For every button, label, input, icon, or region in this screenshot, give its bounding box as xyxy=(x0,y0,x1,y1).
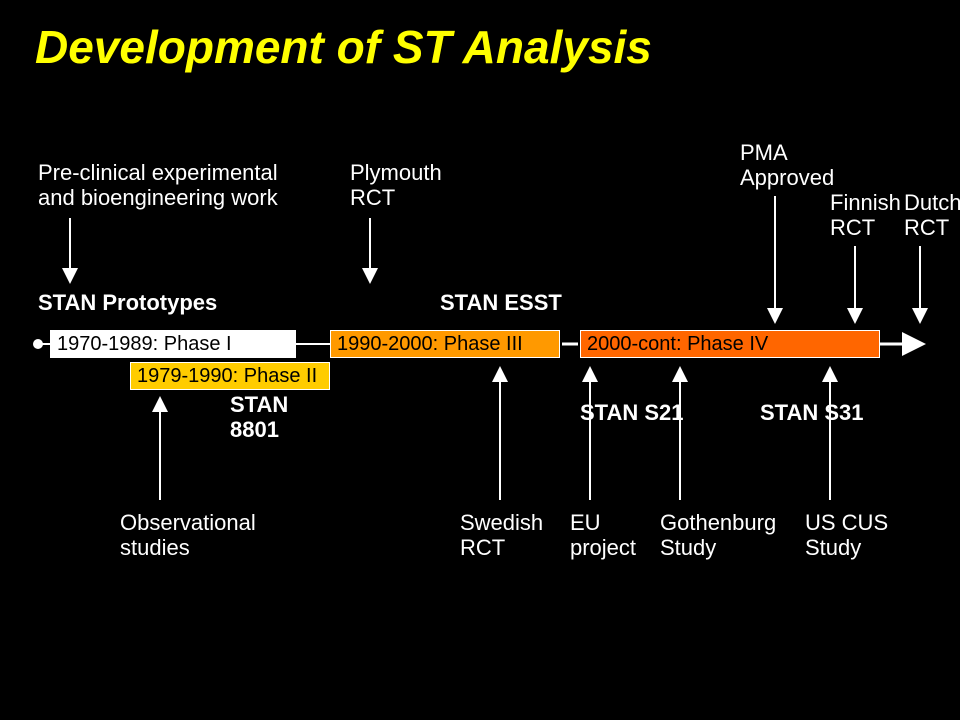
label-observational: Observational studies xyxy=(120,510,256,561)
label-uscus: US CUS Study xyxy=(805,510,888,561)
label-dutch: Dutch RCT xyxy=(904,190,960,241)
phase-3-box: 1990-2000: Phase III xyxy=(330,330,560,358)
label-stan8801: STAN 8801 xyxy=(230,392,288,443)
label-stans21: STAN S21 xyxy=(580,400,684,425)
slide-title: Development of ST Analysis xyxy=(35,20,652,74)
phase-2-box: 1979-1990: Phase II xyxy=(130,362,330,390)
label-eu: EU project xyxy=(570,510,636,561)
slide: Development of ST Analysis Pre-clinical … xyxy=(0,0,960,720)
label-stans31: STAN S31 xyxy=(760,400,864,425)
phase-1-box: 1970-1989: Phase I xyxy=(50,330,296,358)
label-swedish: Swedish RCT xyxy=(460,510,543,561)
label-plymouth: Plymouth RCT xyxy=(350,160,442,211)
label-gothenburg: Gothenburg Study xyxy=(660,510,776,561)
timeline-start-dot xyxy=(33,339,43,349)
label-prototypes: STAN Prototypes xyxy=(38,290,217,315)
label-preclinical: Pre-clinical experimental and bioenginee… xyxy=(38,160,278,211)
label-esst: STAN ESST xyxy=(440,290,562,315)
phase-4-box: 2000-cont: Phase IV xyxy=(580,330,880,358)
label-finnish: Finnish RCT xyxy=(830,190,901,241)
arrows-layer xyxy=(0,0,960,720)
label-pma: PMA Approved xyxy=(740,140,834,191)
